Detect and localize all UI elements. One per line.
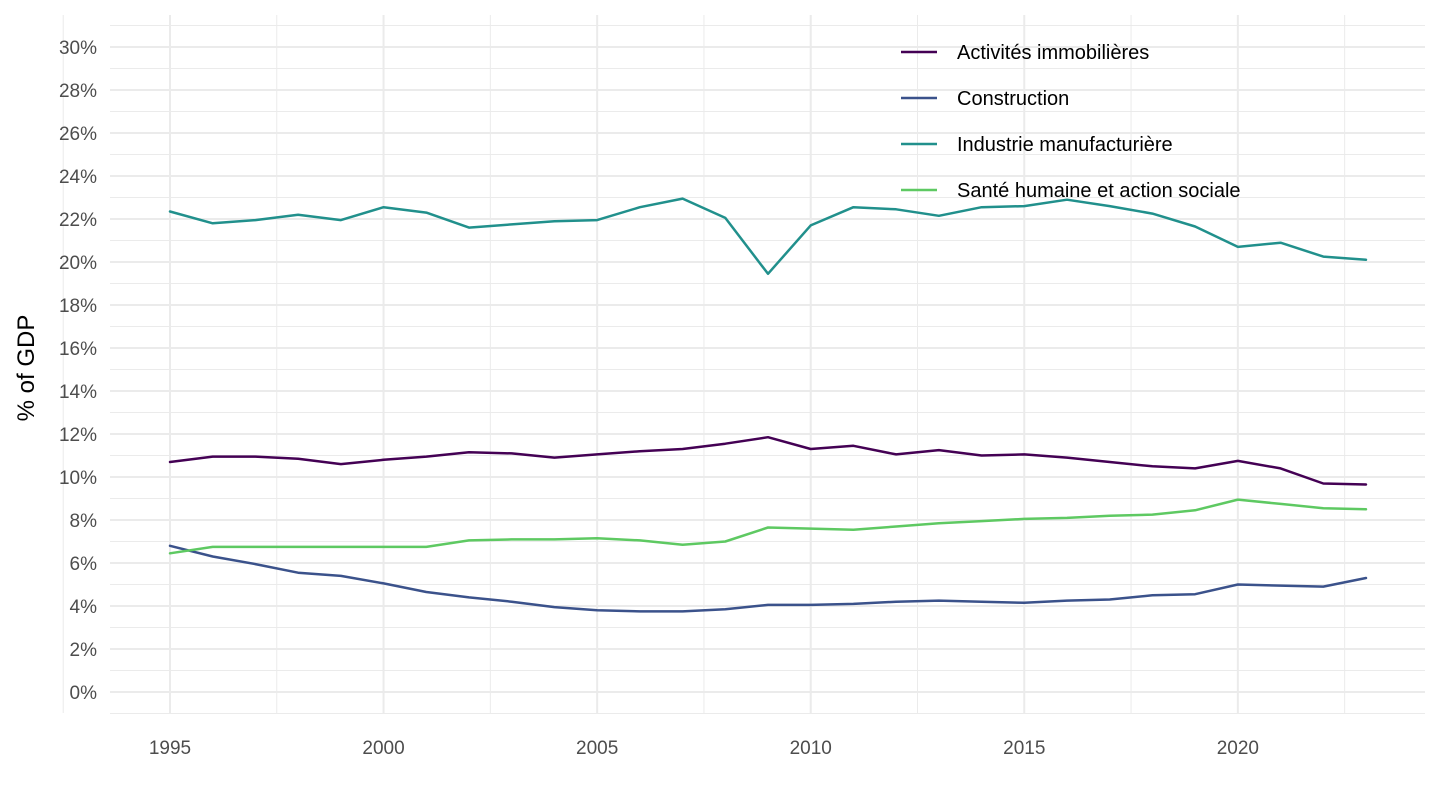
series-line — [168, 544, 1368, 613]
y-tick-label: 14% — [59, 382, 97, 403]
y-tick-label: 22% — [59, 210, 97, 231]
y-tick-label: 20% — [59, 253, 97, 274]
y-tick-label: 4% — [70, 597, 98, 618]
x-tick-label: 2000 — [362, 738, 404, 759]
legend-label: Industrie manufacturière — [957, 134, 1173, 156]
legend-label: Activités immobilières — [957, 42, 1149, 64]
series-line — [168, 498, 1368, 555]
legend-label: Santé humaine et action sociale — [957, 180, 1241, 202]
legend: Activités immobilières Construction Indust… — [901, 42, 1241, 202]
x-tick-label: 2005 — [576, 738, 618, 759]
x-tick-label: 2010 — [790, 738, 832, 759]
y-tick-label: 28% — [59, 81, 97, 102]
series-line — [168, 197, 1368, 276]
y-tick-label: 10% — [59, 468, 97, 489]
y-axis-title: % of GDP — [13, 315, 40, 422]
y-tick-label: 26% — [59, 124, 97, 145]
legend-label: Construction — [957, 88, 1069, 110]
x-tick-label: 2020 — [1217, 738, 1259, 759]
y-tick-label: 24% — [59, 167, 97, 188]
minor-gridlines — [62, 15, 1425, 714]
y-tick-label: 6% — [70, 554, 98, 575]
x-tick-label: 1995 — [149, 738, 191, 759]
y-tick-label: 12% — [59, 425, 97, 446]
series-line — [168, 435, 1368, 486]
y-tick-label: 0% — [70, 683, 98, 704]
y-tick-label: 2% — [70, 640, 98, 661]
y-tick-label: 16% — [59, 339, 97, 360]
x-axis-tick-labels: 1995 2000 2005 2010 2015 2020 — [149, 738, 1259, 759]
y-tick-label: 8% — [70, 511, 98, 532]
y-axis-tick-labels: 0% 2% 4% 6% 8% 10% 12% 14% 16% 18% 20% 22% 24% 26% 28%… — [59, 38, 97, 704]
series-lines — [168, 197, 1368, 613]
x-tick-label: 2015 — [1003, 738, 1045, 759]
y-tick-label: 18% — [59, 296, 97, 317]
major-gridlines — [110, 15, 1425, 713]
y-tick-label: 30% — [59, 38, 97, 59]
